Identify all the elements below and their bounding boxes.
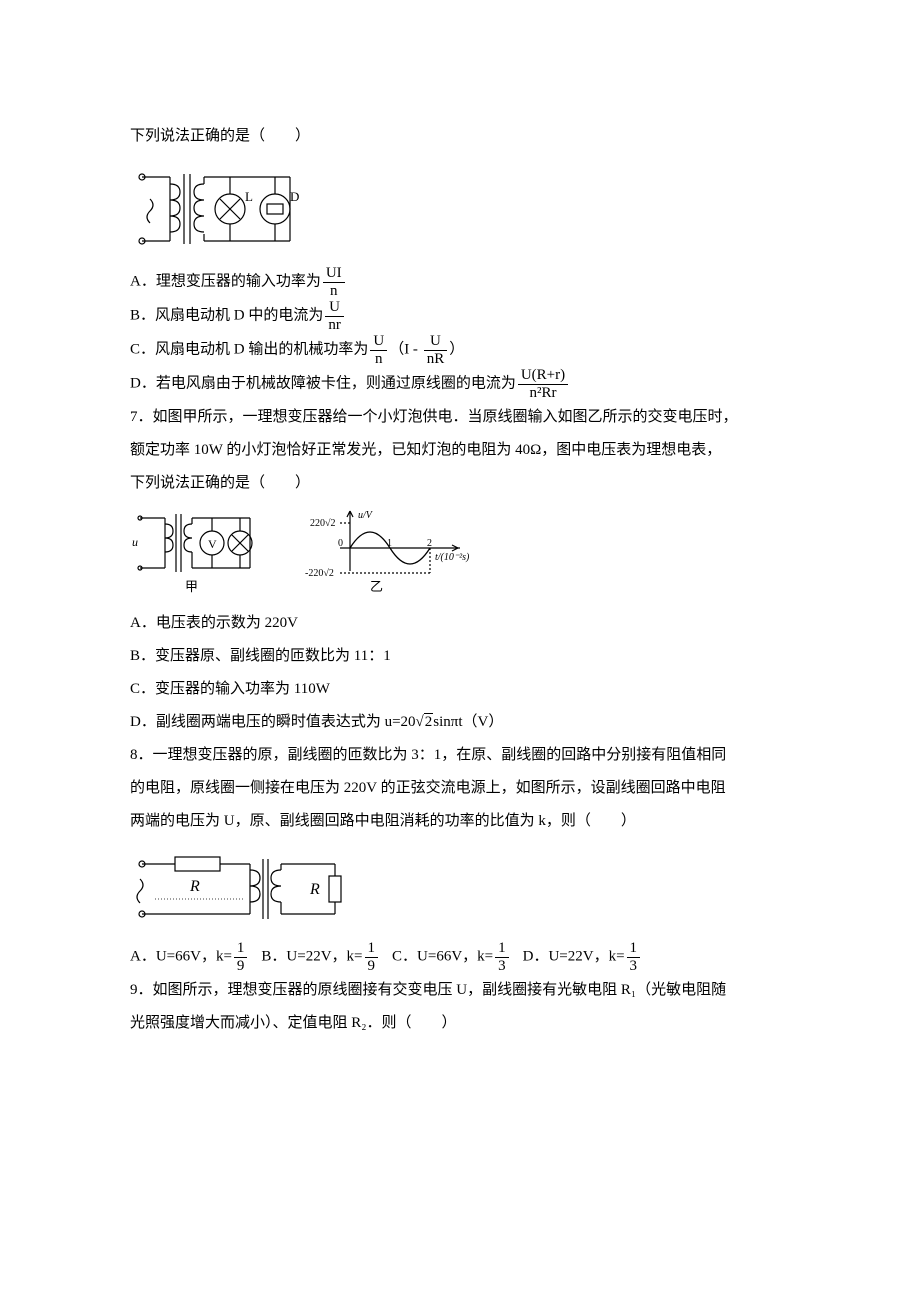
fraction: 19 bbox=[234, 940, 248, 974]
q8-opt-d: D．U=22V，k=13 bbox=[523, 940, 642, 974]
q6-opt-b-text: B．风扇电动机 D 中的电流为 bbox=[130, 307, 323, 323]
svg-text:1: 1 bbox=[387, 538, 392, 549]
q7-figures: u V 甲 220√ bbox=[130, 506, 470, 601]
svg-text:u/V: u/V bbox=[358, 510, 374, 521]
q6-opt-c: C．风扇电动机 D 输出的机械功率为Un（I - UnR） bbox=[130, 333, 790, 367]
fraction: 13 bbox=[495, 940, 509, 974]
exam-page: 下列说法正确的是（ ） L D A．理想变压器的输入功率为UIn B．风扇电动机 bbox=[0, 0, 920, 1302]
q9-stem-l1: 9．如图所示，理想变压器的原线圈接有交变电压 U，副线圈接有光敏电阻 R₁（光敏… bbox=[130, 974, 790, 1007]
fraction: U(R+r)n²Rr bbox=[518, 367, 568, 401]
fraction: Unr bbox=[325, 299, 344, 333]
q8-stem-l3: 两端的电压为 U，原、副线圈回路中电阻消耗的功率的比值为 k，则（ ） bbox=[130, 805, 790, 838]
q9-stem-l2: 光照强度增大而减小）、定值电阻 R₂．则（ ） bbox=[130, 1007, 790, 1040]
q6-stem: 下列说法正确的是（ ） bbox=[130, 120, 790, 153]
q7-stem-l1: 7．如图甲所示，一理想变压器给一个小灯泡供电．当原线圈输入如图乙所示的交变电压时… bbox=[130, 401, 790, 434]
svg-text:-220√2: -220√2 bbox=[305, 568, 334, 579]
q8-opt-c: C．U=66V，k=13 bbox=[392, 940, 511, 974]
fraction: 19 bbox=[365, 940, 379, 974]
svg-text:甲: 甲 bbox=[185, 579, 198, 594]
q7-opt-d: D．副线圈两端电压的瞬时值表达式为 u=202sinπt（V） bbox=[130, 706, 790, 739]
fraction: UIn bbox=[323, 265, 345, 299]
q8-stem-l1: 8．一理想变压器的原，副线圈的匝数比为 3：1，在原、副线圈的回路中分别接有阻值… bbox=[130, 739, 790, 772]
q6-opt-a-text: A．理想变压器的输入功率为 bbox=[130, 273, 321, 289]
svg-text:0: 0 bbox=[338, 538, 343, 549]
q6-opt-d-text: D．若电风扇由于机械故障被卡住，则通过原线圈的电流为 bbox=[130, 375, 516, 391]
svg-text:V: V bbox=[208, 537, 217, 551]
q7-opt-a: A．电压表的示数为 220V bbox=[130, 607, 790, 640]
q8-opt-b: B．U=22V，k=19 bbox=[261, 940, 380, 974]
svg-text:220√2: 220√2 bbox=[310, 518, 336, 529]
q8-circuit: R R bbox=[130, 844, 360, 934]
svg-text:D: D bbox=[290, 189, 299, 204]
q6-opt-a: A．理想变压器的输入功率为UIn bbox=[130, 265, 790, 299]
q6-opt-b: B．风扇电动机 D 中的电流为Unr bbox=[130, 299, 790, 333]
svg-text:R: R bbox=[189, 878, 200, 895]
q7-stem-l3: 下列说法正确的是（ ） bbox=[130, 467, 790, 500]
fraction: 13 bbox=[627, 940, 641, 974]
svg-text:L: L bbox=[245, 189, 253, 204]
q8-choices: A．U=66V，k=19 B．U=22V，k=19 C．U=66V，k=13 D… bbox=[130, 940, 790, 974]
svg-text:R: R bbox=[309, 881, 320, 898]
q7-stem-l2: 额定功率 10W 的小灯泡恰好正常发光，已知灯泡的电阻为 40Ω，图中电压表为理… bbox=[130, 434, 790, 467]
q7-opt-c: C．变压器的输入功率为 110W bbox=[130, 673, 790, 706]
q6-opt-d: D．若电风扇由于机械故障被卡住，则通过原线圈的电流为U(R+r)n²Rr bbox=[130, 367, 790, 401]
svg-text:t/(10⁻²s): t/(10⁻²s) bbox=[435, 552, 470, 563]
svg-text:2: 2 bbox=[427, 538, 432, 549]
q6-circuit: L D bbox=[130, 159, 300, 259]
svg-text:乙: 乙 bbox=[370, 579, 383, 594]
q8-opt-a: A．U=66V，k=19 bbox=[130, 940, 249, 974]
fraction: Un bbox=[370, 333, 387, 367]
q7-opt-b: B．变压器原、副线圈的匝数比为 11：1 bbox=[130, 640, 790, 673]
q6-opt-c-text: C．风扇电动机 D 输出的机械功率为 bbox=[130, 341, 368, 357]
svg-text:u: u bbox=[132, 535, 138, 549]
q8-stem-l2: 的电阻，原线圈一侧接在电压为 220V 的正弦交流电源上，如图所示，设副线圈回路… bbox=[130, 772, 790, 805]
fraction: UnR bbox=[424, 333, 448, 367]
sqrt: 2 bbox=[416, 706, 434, 739]
